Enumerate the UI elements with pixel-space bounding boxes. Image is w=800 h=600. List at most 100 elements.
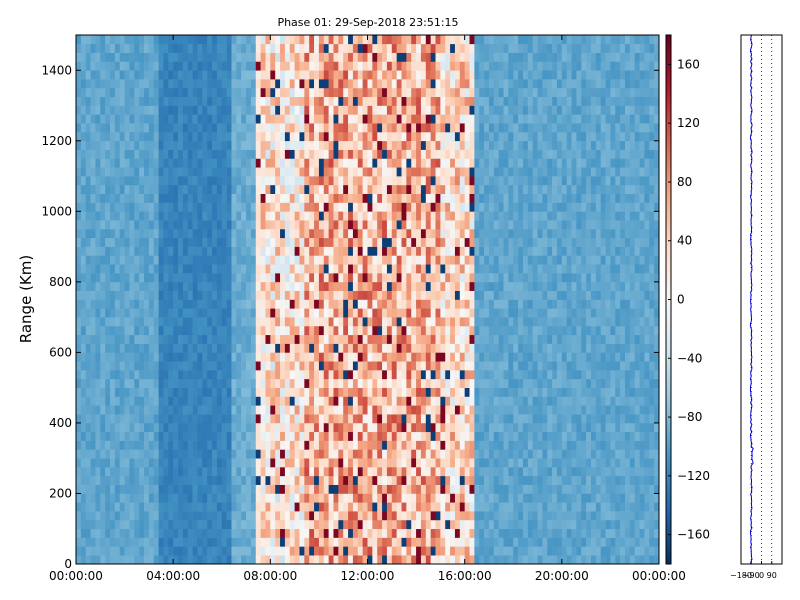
heatmap-cell <box>163 96 169 106</box>
heatmap-cell <box>367 361 373 371</box>
heatmap-cell <box>182 546 189 556</box>
heatmap-cell <box>163 343 169 353</box>
heatmap-cell <box>148 546 155 556</box>
heatmap-cell <box>250 79 257 89</box>
heatmap-cell <box>459 123 465 133</box>
heatmap-cell <box>425 237 431 247</box>
heatmap-cell <box>129 237 135 247</box>
heatmap-cell <box>454 528 461 538</box>
heatmap-cell <box>275 396 281 406</box>
heatmap-cell <box>318 405 325 415</box>
heatmap-cell <box>250 334 257 344</box>
heatmap-cell <box>367 131 373 142</box>
heatmap-cell <box>85 317 91 327</box>
heatmap-cell <box>275 176 281 186</box>
heatmap-cell <box>411 158 417 168</box>
heatmap-cell <box>139 440 145 450</box>
heatmap-cell <box>299 370 305 380</box>
heatmap-cell <box>216 467 223 477</box>
heatmap-cell <box>352 176 359 186</box>
heatmap-cell <box>391 255 397 265</box>
heatmap-cell <box>110 422 116 433</box>
heatmap-cell <box>246 467 252 477</box>
heatmap-cell <box>454 440 461 450</box>
heatmap-cell <box>216 237 223 247</box>
heatmap-cell <box>454 158 461 168</box>
heatmap-cell <box>357 414 363 424</box>
heatmap-cell <box>328 131 334 142</box>
heatmap-cell <box>474 361 480 371</box>
heatmap-cell <box>246 35 252 45</box>
heatmap-cell <box>391 35 397 45</box>
heatmap-cell <box>343 114 349 124</box>
heatmap-cell <box>182 149 189 159</box>
heatmap-cell <box>134 228 140 239</box>
heatmap-cell <box>231 273 237 283</box>
heatmap-cell <box>76 519 82 530</box>
heatmap-cell <box>76 422 82 433</box>
heatmap-cell <box>284 343 291 353</box>
heatmap-cell <box>367 149 373 159</box>
heatmap-cell <box>372 273 378 283</box>
heatmap-cell <box>289 546 295 556</box>
heatmap-cell <box>352 352 359 362</box>
heatmap-cell <box>212 176 218 186</box>
heatmap-cell <box>386 61 393 71</box>
heatmap-cell <box>114 493 121 503</box>
heatmap-cell <box>343 123 349 133</box>
heatmap-cell <box>309 308 315 318</box>
heatmap-cell <box>450 378 456 388</box>
heatmap-cell <box>280 493 286 503</box>
heatmap-cell <box>416 414 422 424</box>
heatmap-cell <box>445 70 451 80</box>
heatmap-cell <box>182 475 189 485</box>
heatmap-cell <box>250 414 257 424</box>
heatmap-cell <box>304 528 310 538</box>
heatmap-cell <box>411 343 417 353</box>
heatmap-cell <box>338 325 344 336</box>
heatmap-cell <box>163 555 169 565</box>
heatmap-cell <box>187 467 193 477</box>
heatmap-cell <box>110 96 116 106</box>
chart-title: Phase 01: 29-Sep-2018 23:51:15 <box>277 16 458 29</box>
heatmap-cell <box>241 511 247 521</box>
heatmap-cell <box>236 105 242 115</box>
heatmap-cell <box>76 537 82 547</box>
heatmap-cell <box>212 458 218 468</box>
heatmap-cell <box>401 431 407 441</box>
heatmap-cell <box>280 149 286 159</box>
heatmap-cell <box>76 149 82 159</box>
heatmap-cell <box>119 149 125 159</box>
heatmap-cell <box>173 308 179 318</box>
heatmap-cell <box>80 114 87 124</box>
heatmap-cell <box>124 422 130 433</box>
heatmap-cell <box>80 449 87 459</box>
heatmap-cell <box>367 281 373 291</box>
heatmap-cell <box>114 131 121 142</box>
heatmap-cell <box>377 140 383 150</box>
heatmap-cell <box>134 70 140 80</box>
heatmap-cell <box>80 70 87 80</box>
heatmap-cell <box>357 352 363 362</box>
heatmap-cell <box>338 202 344 212</box>
heatmap-cell <box>382 493 388 503</box>
heatmap-cell <box>153 149 159 159</box>
heatmap-cell <box>246 70 252 80</box>
heatmap-cell <box>318 131 325 142</box>
heatmap-cell <box>212 273 218 283</box>
heatmap-cell <box>343 343 349 353</box>
heatmap-cell <box>459 237 465 247</box>
heatmap-cell <box>124 308 130 318</box>
heatmap-cell <box>377 87 383 98</box>
heatmap-cell <box>124 237 130 247</box>
heatmap-cell <box>95 87 101 98</box>
heatmap-cell <box>430 546 436 556</box>
heatmap-cell <box>304 484 310 494</box>
heatmap-cell <box>425 325 431 336</box>
heatmap-cell <box>124 484 130 494</box>
heatmap-cell <box>231 131 237 142</box>
heatmap-cell <box>202 246 208 256</box>
heatmap-cell <box>241 281 247 291</box>
heatmap-cell <box>459 149 465 159</box>
heatmap-cell <box>124 87 130 98</box>
